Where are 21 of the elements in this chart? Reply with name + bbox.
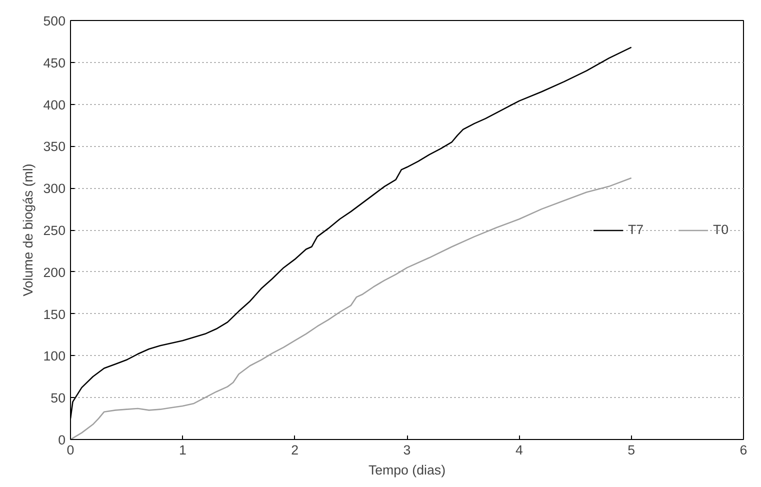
y-tick-label: 450 [43, 55, 66, 70]
x-tick-label: 5 [628, 442, 636, 458]
y-tick-label: 200 [43, 264, 66, 280]
x-tick-label: 3 [403, 442, 411, 458]
y-tick-label: 150 [43, 306, 66, 322]
y-tick-label: 300 [43, 181, 66, 196]
y-tick-label: 100 [43, 348, 66, 364]
x-tick-label: 4 [515, 442, 524, 458]
x-axis-title: Tempo (dias) [368, 462, 446, 478]
y-tick-label: 250 [43, 223, 66, 238]
legend-label: T0 [713, 222, 730, 237]
x-tick-label: 2 [291, 442, 299, 458]
x-tick-label: 1 [178, 442, 186, 458]
legend-label: T7 [628, 222, 645, 237]
y-tick-label: 500 [43, 14, 66, 28]
y-tick-label: 50 [50, 390, 66, 406]
y-axis-title: Volume de biogás (ml) [20, 164, 36, 296]
y-tick-label: 0 [58, 432, 66, 448]
y-tick-label: 350 [43, 139, 66, 154]
y-tick-label: 400 [43, 97, 66, 112]
x-tick-label: 6 [740, 442, 748, 458]
